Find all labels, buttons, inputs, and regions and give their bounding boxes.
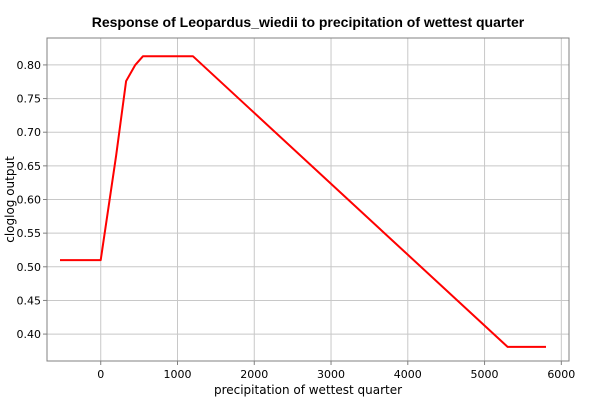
chart-title: Response of Leopardus_wiedii to precipit…: [92, 14, 525, 30]
y-tick-label: 0.60: [17, 194, 42, 207]
y-tick-label: 0.40: [17, 328, 42, 341]
y-tick-label: 0.65: [17, 160, 42, 173]
y-tick-label: 0.75: [17, 93, 42, 106]
y-tick-label: 0.45: [17, 294, 42, 307]
x-tick-label: 0: [97, 368, 104, 381]
x-tick-label: 4000: [394, 368, 422, 381]
x-tick-label: 6000: [547, 368, 575, 381]
x-axis-label: precipitation of wettest quarter: [214, 383, 402, 397]
x-ticks: 0 1000 2000 3000 4000 5000 6000: [97, 361, 575, 381]
x-tick-label: 3000: [317, 368, 345, 381]
y-tick-label: 0.70: [17, 126, 42, 139]
x-tick-label: 2000: [240, 368, 268, 381]
grid: [47, 38, 569, 361]
series: [60, 55, 546, 348]
x-tick-label: 1000: [164, 368, 192, 381]
y-tick-label: 0.80: [17, 59, 42, 72]
y-tick-label: 0.50: [17, 261, 42, 274]
y-ticks: 0.40 0.45 0.50 0.55 0.60 0.65 0.70 0.75 0.80: [17, 59, 47, 341]
response-curve: [60, 55, 546, 348]
y-tick-label: 0.55: [17, 227, 42, 240]
x-tick-label: 5000: [471, 368, 499, 381]
y-axis-label: cloglog output: [3, 156, 17, 243]
